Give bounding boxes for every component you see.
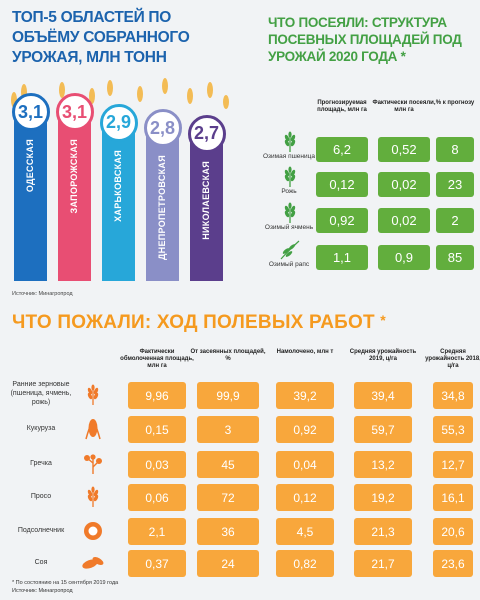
bottom-cell: 21,3 — [354, 518, 412, 545]
bottom-cell: 20,6 — [433, 518, 473, 545]
top-right-cell: 1,1 — [316, 245, 368, 270]
bottom-cell: 59,7 — [354, 416, 412, 443]
bottom-asterisk: * — [380, 312, 386, 328]
bottom-cell: 2,1 — [128, 518, 186, 545]
top-right-cell: 23 — [436, 172, 474, 197]
bottom-cell: 21,7 — [354, 550, 412, 577]
buckwheat-icon — [80, 453, 106, 480]
top-right-title: ЧТО ПОСЕЯЛИ: СТРУКТУРА ПОСЕВНЫХ ПЛОЩАДЕЙ… — [268, 14, 468, 65]
bar-value-label: 3,1 — [11, 93, 50, 131]
bottom-col-header: Фактически обмолоченная площадь, млн га — [120, 349, 194, 369]
wheat-field-illustration — [11, 78, 229, 111]
bottom-title: ЧТО ПОЖАЛИ: ХОД ПОЛЕВЫХ РАБОТ * — [12, 312, 386, 334]
bottom-cell: 9,96 — [128, 382, 186, 409]
bar-category-label: ХАРЬКОВСКАЯ — [112, 149, 123, 222]
bar-value-label: 3,1 — [55, 93, 94, 131]
bottom-cell: 0,12 — [276, 484, 334, 511]
top-right-cell: 2 — [436, 208, 474, 233]
bottom-cell: 0,82 — [276, 550, 334, 577]
top-right-col-header: Фактически посеяли, млн га — [372, 100, 436, 113]
top-left-title: ТОП-5 ОБЛАСТЕЙ ПО ОБЪЁМУ СОБРАННОГО УРОЖ… — [12, 9, 190, 66]
top-right-crop-label: Рожь — [281, 188, 297, 195]
top-right-title-text: ЧТО ПОСЕЯЛИ: СТРУКТУРА ПОСЕВНЫХ ПЛОЩАДЕЙ… — [268, 15, 462, 64]
bottom-cell: 24 — [197, 550, 259, 577]
rye-icon — [277, 166, 303, 193]
millet-icon — [80, 486, 106, 513]
sunflower-icon — [80, 520, 106, 547]
bar-3 — [102, 123, 135, 281]
bottom-cell: 0,92 — [276, 416, 334, 443]
top-right-col-header: Прогнозируемая площадь, млн га — [317, 100, 367, 113]
bottom-crop-label: Гречка — [30, 460, 52, 467]
top-right-crop-label: Озимый рапс — [268, 261, 310, 268]
bottom-cell: 19,2 — [354, 484, 412, 511]
top-right-cell: 0,9 — [378, 245, 430, 270]
top-right-col-header: % к прогнозу — [435, 100, 475, 106]
bottom-cell: 72 — [197, 484, 259, 511]
bar-2 — [58, 113, 91, 281]
bar-category-label: ЗАПОРОЖСКАЯ — [68, 139, 79, 214]
top-right-cell: 0,02 — [378, 172, 430, 197]
top-right-cell: 85 — [436, 245, 474, 270]
bottom-cell: 99,9 — [197, 382, 259, 409]
bottom-cell: 16,1 — [433, 484, 473, 511]
top-right-cell: 0,52 — [378, 137, 430, 162]
bottom-cell: 55,3 — [433, 416, 473, 443]
bar-category-label: ОДЕССКАЯ — [24, 139, 35, 193]
bottom-cell: 0,04 — [276, 451, 334, 478]
bottom-cell: 39,4 — [354, 382, 412, 409]
top-right-cell: 8 — [436, 137, 474, 162]
top-right-crop-label: Озимый ячмень — [264, 224, 314, 231]
bar-4 — [146, 129, 179, 281]
top-right-cell: 6,2 — [316, 137, 368, 162]
corn-icon — [80, 418, 106, 445]
bottom-cell: 0,37 — [128, 550, 186, 577]
bottom-col-header: Средняя урожайность 2018, ц/га — [425, 349, 480, 369]
bottom-cell: 12,7 — [433, 451, 473, 478]
bottom-col-header: Намолочено, млн т — [276, 349, 334, 355]
bottom-cell: 39,2 — [276, 382, 334, 409]
bar-1 — [14, 113, 47, 281]
rapeseed-icon — [277, 239, 303, 266]
bottom-cell: 13,2 — [354, 451, 412, 478]
top-right-cell: 0,92 — [316, 208, 368, 233]
bottom-cell: 23,6 — [433, 550, 473, 577]
bar-value-label: 2,8 — [143, 109, 182, 148]
bottom-cell: 36 — [197, 518, 259, 545]
top-left-source: Источник: Минагропрод — [12, 291, 73, 297]
bottom-cell: 0,15 — [128, 416, 186, 443]
bottom-cell: 0,03 — [128, 451, 186, 478]
bar-category-label: ДНЕПРОПЕТРОВСКАЯ — [156, 155, 167, 261]
bottom-crop-label: Подсолнечник — [17, 527, 65, 534]
barley-icon — [277, 202, 303, 229]
wheat-icon — [277, 131, 303, 158]
bottom-crop-label: Соя — [34, 559, 48, 566]
bar-5 — [190, 134, 223, 281]
bar-value-label: 2,7 — [187, 114, 226, 153]
bottom-source: Источник: Минагропрод — [12, 588, 73, 594]
bottom-footnote: * По состоянию на 15 сентября 2019 года — [12, 580, 119, 586]
top-right-cell: 0,02 — [378, 208, 430, 233]
bottom-col-header: От засеянных площадей, % — [190, 349, 266, 362]
bar-value-label: 2,9 — [99, 103, 138, 142]
bar-category-label: НИКОЛАЕВСКАЯ — [200, 160, 211, 240]
bottom-cell: 0,06 — [128, 484, 186, 511]
bottom-crop-label: Кукуруза — [26, 425, 56, 432]
bottom-cell: 45 — [197, 451, 259, 478]
bottom-cell: 4,5 — [276, 518, 334, 545]
bottom-cell: 34,8 — [433, 382, 473, 409]
bottom-title-text: ЧТО ПОЖАЛИ: ХОД ПОЛЕВЫХ РАБОТ — [12, 312, 375, 333]
top-right-cell: 0,12 — [316, 172, 368, 197]
bottom-col-header: Средняя урожайность 2019, ц/га — [349, 349, 417, 362]
top-right-asterisk: * — [400, 49, 406, 64]
bottom-cell: 3 — [197, 416, 259, 443]
grain-icon — [80, 384, 106, 411]
soy-icon — [80, 552, 106, 579]
top-right-crop-label: Озимая пшеница — [263, 153, 315, 160]
bottom-crop-label: Ранние зерновые (пшеница, ячмень, рожь) — [10, 381, 72, 406]
bottom-crop-label: Просо — [30, 493, 52, 500]
